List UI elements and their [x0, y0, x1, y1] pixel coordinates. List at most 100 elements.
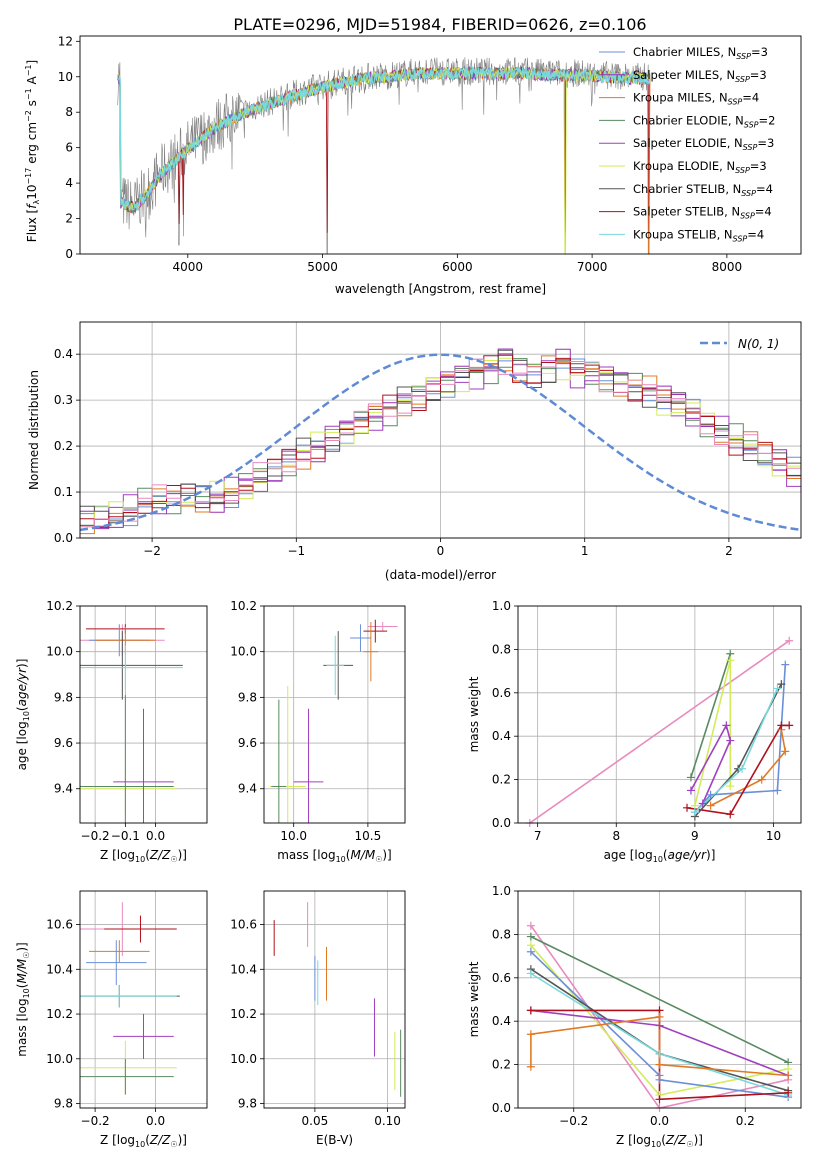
weight_vs_age-xtick-label: 9 [691, 829, 699, 843]
mass-axis-label: mass [log10(M/M☉)] [15, 942, 31, 1057]
age_vs_Z-ytick-label: 9.4 [54, 782, 73, 796]
age_vs_mass-ytick-label: 10.0 [230, 645, 257, 659]
legend-entry: Salpeter STELIB, NSSP=4 [633, 205, 772, 221]
residual-histogram [80, 358, 801, 538]
weight_vs_age-series-line [690, 723, 732, 804]
weight_vs_Z-frame [517, 890, 802, 1109]
age_vs_Z-xtick-label: −0.2 [81, 829, 110, 843]
spectrum-ytick-label: 6 [65, 141, 73, 155]
residuals-ytick-label: 0.1 [54, 485, 73, 499]
weight_vs_age-point-marker [690, 808, 699, 817]
legend-entry: Chabrier MILES, NSSP=3 [633, 45, 768, 61]
spectrum-ytick-label: 0 [65, 247, 73, 261]
weight_vs_age-frame [517, 605, 802, 824]
legend-entry: Salpeter ELODIE, NSSP=3 [633, 136, 774, 152]
legend-entry: Kroupa ELODIE, NSSP=3 [633, 159, 767, 175]
weight_vs_Z-point-marker [655, 1075, 664, 1084]
weight_vs_Z-point-marker [526, 1006, 535, 1015]
mass_vs_Z-ytick-label: 10.0 [46, 1052, 73, 1066]
spectrum-frame [79, 35, 802, 255]
residuals-ylabel: Normed distribution [27, 370, 41, 490]
weight_vs_Z-point-marker [526, 921, 535, 930]
weight_vs_age-point-marker [686, 786, 695, 795]
spectrum-xtick-label: 5000 [307, 260, 338, 274]
residuals-xlabel: (data-model)/error [385, 568, 496, 582]
weight_vs_age-ytick-label: 0.0 [492, 816, 511, 830]
mass_vs_ebv-frame [263, 890, 406, 1109]
spectrum-xtick-label: 4000 [173, 260, 204, 274]
weight_vs_age-point-marker [785, 721, 794, 730]
age_vs_Z-plot-area [80, 624, 183, 823]
weight_vs_age-ytick-label: 1.0 [492, 599, 511, 613]
mass_vs_Z-xtick-label: 0.0 [146, 1114, 165, 1128]
weight_vs_age-series-line [690, 653, 732, 778]
age_vs_Z-panel: −0.2 −0.1 0.0 9.4 9.6 9.8 10.0 10.2 Z [log10(Z/Z… [15, 599, 208, 864]
spectrum-ytick-label: 2 [65, 212, 73, 226]
spectrum-ylabel: Flux [fλ10−17 erg cm−2 s−1 A−1] [24, 60, 41, 242]
weight_vs_age-ytick-label: 0.8 [492, 642, 511, 656]
mass_vs_Z-xtick-label: −0.2 [81, 1114, 110, 1128]
spectrum-xtick-label: 6000 [442, 260, 473, 274]
weight_vs_age-series-line [529, 640, 790, 823]
mass_vs_Z-ytick-label: 10.6 [46, 918, 73, 932]
age_vs_Z-xtick-label: −0.1 [111, 829, 140, 843]
legend-entry: Kroupa STELIB, NSSP=4 [633, 227, 764, 243]
spectrum-panel: 4000 5000 6000 7000 8000 0 2 4 6 8 10 12 wavelength … [24, 34, 802, 296]
weight_vs_age-xtick-label: 7 [534, 829, 542, 843]
spectrum-xtick-label: 8000 [712, 260, 743, 274]
weight_vs_age-point-marker [773, 786, 782, 795]
weight_vs_age-xtick-label: 10 [766, 829, 781, 843]
residuals-xtick-label: 0 [437, 544, 445, 558]
spectrum-ytick-label: 10 [58, 70, 73, 84]
spectrum-ytick-label: 4 [65, 176, 73, 190]
weight_vs_age-xtick-label: 8 [612, 829, 620, 843]
age_vs_Z-ytick-label: 10.0 [46, 645, 73, 659]
weight_vs_age-point-marker [706, 801, 715, 810]
legend-entry: Salpeter MILES, NSSP=3 [633, 68, 767, 84]
spectrum-model-line [118, 66, 651, 254]
legend-entry: Chabrier STELIB, NSSP=4 [633, 182, 773, 198]
weight_vs_age-point-marker [738, 764, 747, 773]
weight_vs_age-point-marker [777, 721, 786, 730]
weight_vs_age-point-marker [686, 773, 695, 782]
mass_vs_ebv-ytick-label: 10.0 [230, 1052, 257, 1066]
weight_vs_age-ylabel: mass weight [467, 676, 481, 752]
z-axis-label: Z [log10(Z/Z☉)] [100, 848, 187, 864]
weight_vs_age-point-marker [726, 810, 735, 819]
age_vs_mass-frame [263, 605, 406, 824]
mass_vs_ebv-xtick-label: 0.05 [302, 1114, 329, 1128]
mass_vs_Z-panel: −0.2 0.0 9.8 10.0 10.2 10.4 10.6 Z [log10(Z/Z☉)… [15, 890, 208, 1149]
weight_vs_age-ytick-label: 0.6 [492, 686, 511, 700]
residual-histogram [80, 358, 801, 538]
age_vs_Z-ytick-label: 9.8 [54, 690, 73, 704]
age_vs_mass-plot-area [269, 619, 398, 823]
weight_vs_Z-ytick-label: 0.0 [492, 1101, 511, 1115]
spectrum-data-line [117, 56, 651, 254]
mass_vs_ebv-ytick-label: 10.2 [230, 1007, 257, 1021]
mass_vs_Z-ytick-label: 10.2 [46, 1007, 73, 1021]
spectrum-xtick-label: 7000 [577, 260, 608, 274]
spectrum-model-line [117, 66, 651, 233]
weight_vs_age-point-marker [777, 680, 786, 689]
legend-entry: Chabrier ELODIE, NSSP=2 [633, 113, 775, 129]
weight_vs_age-point-marker [781, 660, 790, 669]
residuals-xtick-label: 1 [581, 544, 589, 558]
mass_vs_Z-ytick-label: 9.8 [54, 1097, 73, 1111]
spectrum-legend: Chabrier MILES, NSSP=3 Salpeter MILES, NS… [599, 45, 775, 243]
weight_vs_Z-panel: −0.2 0.0 0.2 0.0 0.2 0.4 0.6 0.8 1.0 Z [log10(Z/Z… [467, 884, 802, 1149]
spectrum-ytick-label: 8 [65, 105, 73, 119]
residuals-ytick-label: 0.0 [54, 531, 73, 545]
residuals-frame [79, 321, 802, 539]
weight_vs_age-point-marker [726, 736, 735, 745]
weight_vs_age-panel: 7 8 9 10 0.0 0.2 0.4 0.6 0.8 1.0 age [log10(age/yr… [467, 599, 802, 864]
age_vs_mass-ytick-label: 10.2 [230, 599, 257, 613]
residuals-xtick-label: 2 [725, 544, 733, 558]
residual-histogram [80, 349, 801, 538]
mass-axis-label: mass [log10(M/M☉)] [277, 848, 392, 864]
spectrum-ytick-label: 12 [58, 34, 73, 48]
weight_vs_age-series-line [710, 729, 787, 807]
mass_vs_ebv-ytick-label: 10.4 [230, 962, 257, 976]
weight_vs_age-ytick-label: 0.4 [492, 729, 511, 743]
mass_vs_ebv-panel: 0.05 0.10 9.8 10.0 10.2 10.4 10.6 E(B-V) [230, 890, 406, 1147]
